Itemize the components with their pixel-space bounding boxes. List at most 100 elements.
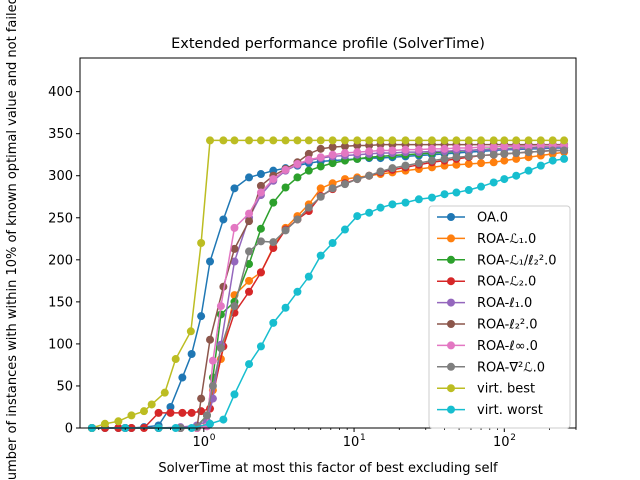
data-point bbox=[245, 260, 254, 269]
data-point bbox=[512, 149, 521, 158]
data-point bbox=[353, 212, 362, 221]
data-point bbox=[328, 239, 337, 247]
data-point bbox=[206, 136, 215, 145]
data-point bbox=[477, 151, 486, 160]
data-point bbox=[452, 136, 461, 145]
data-point bbox=[489, 136, 498, 145]
data-point bbox=[304, 203, 313, 212]
data-point bbox=[202, 411, 211, 420]
data-point bbox=[388, 136, 397, 145]
data-point bbox=[440, 154, 449, 163]
data-point bbox=[171, 355, 180, 364]
data-point bbox=[365, 136, 374, 145]
data-point bbox=[316, 136, 325, 145]
data-point bbox=[269, 136, 278, 145]
data-point bbox=[427, 144, 436, 153]
y-tick-label: 300 bbox=[48, 169, 73, 184]
data-point bbox=[365, 208, 374, 217]
data-point bbox=[187, 408, 196, 417]
data-point bbox=[340, 180, 349, 189]
data-point bbox=[500, 175, 509, 184]
legend-label: ROA-ℓ₁.0 bbox=[477, 296, 532, 311]
legend-swatch-marker bbox=[447, 298, 455, 307]
data-point bbox=[414, 195, 423, 204]
data-point bbox=[256, 188, 265, 197]
data-point bbox=[464, 143, 473, 152]
data-point bbox=[376, 146, 385, 155]
data-point bbox=[178, 373, 187, 382]
data-point bbox=[206, 419, 215, 428]
data-point bbox=[464, 152, 473, 161]
data-point bbox=[414, 136, 423, 145]
y-tick-label: 0 bbox=[65, 422, 73, 437]
data-point bbox=[269, 318, 278, 327]
data-point bbox=[536, 161, 545, 170]
data-point bbox=[353, 148, 362, 157]
data-point bbox=[245, 247, 254, 256]
data-point bbox=[281, 183, 290, 192]
legend-item: ROA-ℒ₂.0 bbox=[437, 275, 536, 290]
series-layer bbox=[87, 136, 569, 432]
data-point bbox=[230, 223, 239, 232]
data-point bbox=[440, 144, 449, 153]
data-point bbox=[293, 159, 302, 168]
data-point bbox=[100, 419, 109, 428]
data-point bbox=[388, 164, 397, 173]
y-tick-label: 250 bbox=[48, 211, 73, 226]
legend-label: ROA-ℒ₂.0 bbox=[477, 275, 536, 290]
data-point bbox=[524, 136, 533, 145]
legend-item: ROA-ℓ₂².0 bbox=[437, 318, 538, 333]
legend-label: OA.0 bbox=[477, 211, 508, 226]
legend-swatch-marker bbox=[447, 405, 455, 414]
legend-label: ROA-ℒ₁.0 bbox=[477, 232, 536, 247]
data-point bbox=[216, 310, 225, 319]
y-axis: 0 50 100 150 200 250 300 350 400 bbox=[48, 85, 80, 437]
data-point bbox=[206, 335, 215, 344]
data-point bbox=[489, 178, 498, 187]
legend-item: OA.0 bbox=[437, 211, 508, 226]
data-point bbox=[340, 225, 349, 234]
data-point bbox=[340, 142, 349, 151]
data-point bbox=[560, 146, 569, 155]
data-point bbox=[500, 149, 509, 158]
y-axis-label: Number of instances with within 10% of k… bbox=[5, 0, 20, 480]
data-point bbox=[230, 184, 239, 193]
data-point bbox=[477, 143, 486, 152]
legend-swatch-marker bbox=[447, 234, 455, 243]
data-point bbox=[304, 155, 313, 164]
y-tick-label: 150 bbox=[48, 295, 73, 310]
data-point bbox=[500, 142, 509, 151]
data-point bbox=[427, 193, 436, 202]
legend-label: virt. best bbox=[477, 382, 535, 397]
x-tick-exponent: 1 bbox=[360, 433, 366, 443]
data-point bbox=[401, 136, 410, 145]
data-point bbox=[245, 287, 254, 296]
data-point bbox=[316, 192, 325, 201]
data-point bbox=[304, 272, 313, 281]
data-point bbox=[440, 136, 449, 145]
data-point bbox=[154, 408, 163, 417]
y-tick-label: 50 bbox=[56, 379, 73, 394]
x-axis: 10 0 10 1 10 2 bbox=[98, 428, 577, 450]
data-point bbox=[269, 244, 278, 253]
data-point bbox=[245, 360, 254, 369]
data-point bbox=[114, 417, 123, 426]
data-point bbox=[206, 257, 215, 266]
data-point bbox=[219, 215, 228, 224]
chart-title: Extended performance profile (SolverTime… bbox=[171, 36, 485, 52]
data-point bbox=[427, 136, 436, 145]
data-point bbox=[512, 136, 521, 145]
data-point bbox=[127, 411, 136, 420]
legend-label: ROA-ℓ∞.0 bbox=[477, 339, 538, 354]
legend-box bbox=[428, 205, 571, 429]
data-point bbox=[328, 159, 337, 168]
data-point bbox=[464, 159, 473, 168]
data-point bbox=[524, 142, 533, 151]
data-point bbox=[477, 136, 486, 145]
data-point bbox=[304, 136, 313, 145]
data-point bbox=[548, 156, 557, 165]
legend-item: ROA-∇²ℒ.0 bbox=[437, 360, 545, 375]
data-point bbox=[230, 302, 239, 311]
legend-swatch-marker bbox=[447, 277, 455, 286]
